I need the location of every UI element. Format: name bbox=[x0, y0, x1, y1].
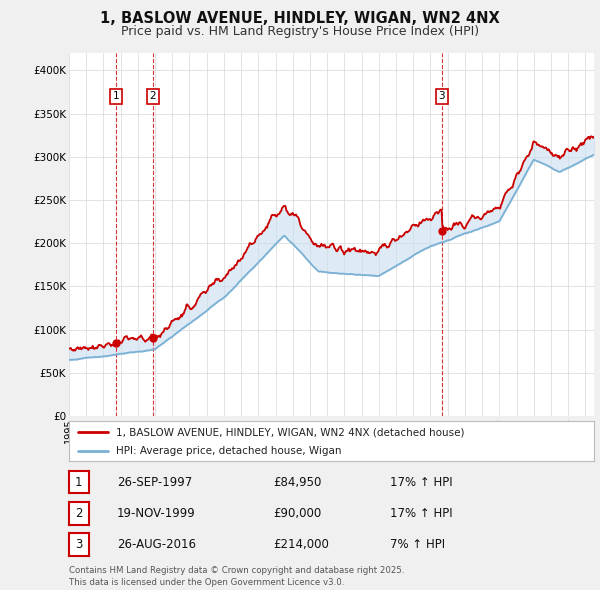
Text: 2: 2 bbox=[149, 91, 157, 101]
Text: Price paid vs. HM Land Registry's House Price Index (HPI): Price paid vs. HM Land Registry's House … bbox=[121, 25, 479, 38]
Text: HPI: Average price, detached house, Wigan: HPI: Average price, detached house, Wiga… bbox=[116, 445, 342, 455]
Text: 17% ↑ HPI: 17% ↑ HPI bbox=[390, 476, 452, 489]
Text: £214,000: £214,000 bbox=[273, 538, 329, 551]
Text: Contains HM Land Registry data © Crown copyright and database right 2025.
This d: Contains HM Land Registry data © Crown c… bbox=[69, 566, 404, 587]
Text: 26-AUG-2016: 26-AUG-2016 bbox=[117, 538, 196, 551]
Text: 1, BASLOW AVENUE, HINDLEY, WIGAN, WN2 4NX: 1, BASLOW AVENUE, HINDLEY, WIGAN, WN2 4N… bbox=[100, 11, 500, 25]
Text: 26-SEP-1997: 26-SEP-1997 bbox=[117, 476, 192, 489]
Text: 1: 1 bbox=[75, 476, 83, 489]
Text: £84,950: £84,950 bbox=[273, 476, 322, 489]
Text: £90,000: £90,000 bbox=[273, 507, 321, 520]
Text: 19-NOV-1999: 19-NOV-1999 bbox=[117, 507, 196, 520]
Text: 3: 3 bbox=[439, 91, 445, 101]
Text: 17% ↑ HPI: 17% ↑ HPI bbox=[390, 507, 452, 520]
Text: 2: 2 bbox=[75, 507, 83, 520]
Text: 7% ↑ HPI: 7% ↑ HPI bbox=[390, 538, 445, 551]
Text: 1, BASLOW AVENUE, HINDLEY, WIGAN, WN2 4NX (detached house): 1, BASLOW AVENUE, HINDLEY, WIGAN, WN2 4N… bbox=[116, 427, 465, 437]
Text: 1: 1 bbox=[113, 91, 119, 101]
Text: 3: 3 bbox=[75, 538, 83, 551]
